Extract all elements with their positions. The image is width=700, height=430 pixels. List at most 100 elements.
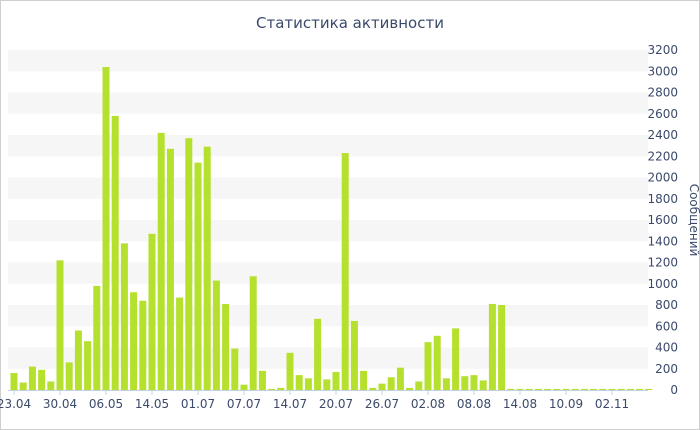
x-tick-label: 08.08 — [457, 397, 491, 411]
bar — [571, 388, 579, 390]
bar — [488, 303, 496, 390]
y-tick-label: 1400 — [647, 234, 678, 248]
y-tick-label: 1200 — [647, 256, 678, 270]
bar — [332, 371, 340, 390]
bar — [10, 373, 18, 390]
bar — [507, 388, 515, 390]
bar — [38, 369, 46, 390]
bar — [84, 341, 92, 390]
y-tick-label: 1800 — [647, 192, 678, 206]
y-tick-label: 2000 — [647, 171, 678, 185]
chart-title: Статистика активности — [256, 14, 444, 32]
bar — [323, 379, 331, 390]
bar — [148, 233, 156, 390]
bar — [534, 388, 542, 390]
y-tick-label: 1600 — [647, 213, 678, 227]
bar — [626, 388, 634, 390]
bar — [608, 388, 616, 390]
x-tick-label: 23.04 — [0, 397, 31, 411]
bar — [341, 153, 349, 390]
x-tick-label: 14.08 — [503, 397, 537, 411]
bar — [56, 260, 64, 390]
bar — [314, 318, 322, 390]
y-tick-label: 1000 — [647, 277, 678, 291]
bar — [553, 388, 561, 390]
bar — [360, 370, 368, 390]
grid-band — [8, 92, 648, 114]
bar — [231, 348, 239, 390]
bar — [120, 243, 128, 390]
bar — [442, 378, 450, 390]
bar — [157, 132, 165, 390]
x-tick-label: 30.04 — [43, 397, 77, 411]
bar — [580, 388, 588, 390]
y-tick-label: 0 — [670, 383, 678, 397]
y-tick-label: 3000 — [647, 64, 678, 78]
x-tick-label: 20.07 — [319, 397, 353, 411]
bar — [47, 381, 55, 390]
bar — [249, 276, 257, 390]
bar — [176, 297, 184, 390]
bar — [562, 388, 570, 390]
y-tick-label: 800 — [655, 298, 678, 312]
x-tick-label: 01.07 — [181, 397, 215, 411]
bar — [590, 388, 598, 390]
bar — [304, 378, 312, 390]
bars-group — [10, 67, 653, 390]
bar — [240, 384, 248, 390]
bar — [525, 388, 533, 390]
y-tick-label: 2600 — [647, 107, 678, 121]
x-tick-label: 14.07 — [273, 397, 307, 411]
x-tick-label: 02.11 — [595, 397, 629, 411]
bar — [268, 388, 276, 390]
bar — [498, 305, 506, 390]
bar — [212, 280, 220, 390]
bar — [433, 335, 441, 390]
bar — [470, 375, 478, 390]
y-tick-label: 600 — [655, 319, 678, 333]
bar — [277, 387, 285, 390]
bar — [203, 146, 211, 390]
bar — [378, 383, 386, 390]
bar — [102, 67, 110, 390]
bar — [222, 303, 230, 390]
y-axis: 0 200 400 600 800 1000 1200 1400 1600 1800 2000 220… — [647, 43, 678, 397]
bar — [111, 115, 119, 390]
x-tick-label: 26.07 — [365, 397, 399, 411]
bar — [139, 300, 147, 390]
bar — [93, 285, 101, 390]
x-tick-label: 14.05 — [135, 397, 169, 411]
bar — [28, 366, 36, 390]
bar — [479, 380, 487, 390]
bar — [19, 382, 27, 390]
y-tick-label: 200 — [655, 362, 678, 376]
bar — [645, 388, 653, 390]
bar — [415, 381, 423, 390]
bar — [194, 162, 202, 390]
bar — [406, 387, 414, 390]
bar — [166, 148, 174, 390]
bar — [387, 377, 395, 390]
bar — [516, 388, 524, 390]
bar — [286, 352, 294, 390]
x-tick-label: 07.07 — [227, 397, 261, 411]
y-tick-label: 2200 — [647, 149, 678, 163]
bar — [424, 342, 432, 390]
bar — [636, 388, 644, 390]
bar — [130, 292, 138, 390]
bar — [295, 375, 303, 390]
y-axis-title: Сообщений — [687, 184, 700, 257]
bar — [65, 362, 73, 390]
x-tick-label: 06.05 — [89, 397, 123, 411]
bar — [74, 330, 82, 390]
bar — [617, 388, 625, 390]
bar — [396, 367, 404, 390]
bar — [369, 387, 377, 390]
bar — [185, 138, 193, 390]
grid-band — [8, 50, 648, 72]
bar — [544, 388, 552, 390]
bar — [461, 376, 469, 390]
bar — [599, 388, 607, 390]
y-tick-label: 2800 — [647, 86, 678, 100]
